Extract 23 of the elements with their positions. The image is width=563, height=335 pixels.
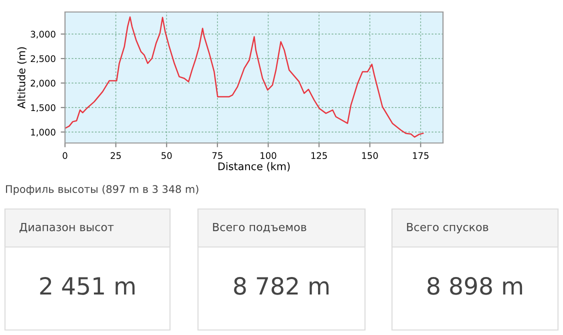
- text: 8 898 m: [428, 276, 522, 295]
- y-axis-title: Altitude (m): [17, 47, 27, 109]
- x-tick-label: 75: [212, 152, 222, 160]
- text: Всего спусков: [407, 222, 488, 234]
- x-tick-label: 25: [110, 152, 121, 160]
- x-tick-label: 125: [311, 152, 327, 160]
- line-series: [65, 16, 424, 138]
- y-tick-label: 3,000: [30, 30, 56, 39]
- text: Диапазон высот: [20, 222, 114, 233]
- text: 2 451 m: [40, 276, 135, 295]
- text: Всего подъемов: [213, 222, 306, 233]
- y-tick-label: 1,500: [31, 104, 56, 112]
- x-axis-title: Distance (km): [218, 162, 290, 172]
- x-tick-label: 150: [362, 152, 378, 160]
- text: 8 782 m: [234, 276, 329, 295]
- x-tick-label: 50: [162, 152, 172, 160]
- x-tick-label: 0: [62, 152, 68, 160]
- x-tick-label: 100: [260, 152, 276, 160]
- y-tick-label: 1,000: [31, 128, 56, 137]
- text: Профиль высоты (897 m в 3 348 m): [6, 184, 198, 196]
- y-tick-label: 2,500: [30, 55, 56, 64]
- y-tick-label: 2,000: [30, 80, 56, 88]
- x-tick-label: 175: [413, 152, 428, 160]
